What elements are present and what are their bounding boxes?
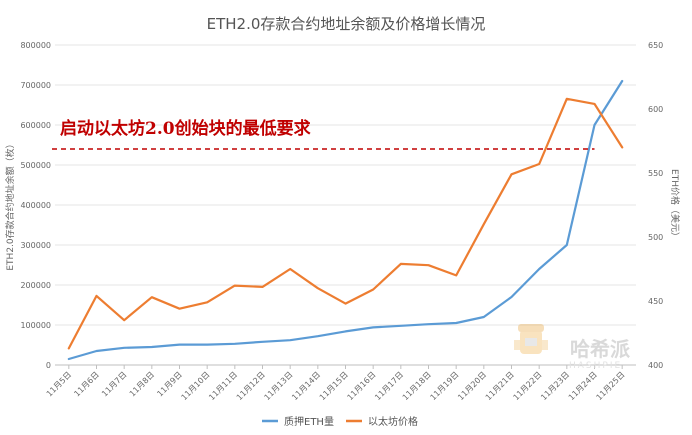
y-right-tick-label: 500 bbox=[648, 233, 663, 242]
x-tick-label: 11月25日 bbox=[595, 370, 627, 402]
y-axis-left-label: ETH2.0存款合约地址余额（枚） bbox=[4, 139, 16, 270]
x-tick-label: 11月8日 bbox=[128, 370, 156, 398]
y-right-tick-label: 400 bbox=[648, 361, 663, 370]
x-tick-label: 11月11日 bbox=[207, 370, 239, 402]
annotation-text: 启动以太坊2.0创始块的最低要求 bbox=[60, 118, 311, 139]
y-right-tick-label: 450 bbox=[648, 297, 663, 306]
chart-title: ETH2.0存款合约地址余额及价格增长情况 bbox=[207, 15, 486, 33]
x-axis-ticks: 11月5日 11月6日 11月7日 11月8日 11月9日11月10日11月11日11月… bbox=[45, 365, 627, 402]
watermark-subtext: HASHPIE bbox=[569, 361, 622, 371]
watermark-mascot-icon bbox=[514, 324, 548, 354]
x-tick-label: 11月5日 bbox=[45, 370, 73, 398]
x-tick-label: 11月16日 bbox=[346, 370, 378, 402]
x-tick-label: 11月12日 bbox=[235, 370, 267, 402]
gridlines bbox=[55, 44, 636, 366]
x-tick-label: 11月21日 bbox=[484, 370, 516, 402]
x-tick-label: 11月23日 bbox=[539, 370, 571, 402]
legend-label-series-1: 质押ETH量 bbox=[284, 415, 334, 428]
y-right-tick-label: 650 bbox=[648, 41, 663, 50]
y-right-tick-label: 550 bbox=[648, 169, 663, 178]
x-tick-label: 11月15日 bbox=[318, 370, 350, 402]
watermark-text: 哈希派 bbox=[570, 337, 631, 361]
x-tick-label: 11月20日 bbox=[456, 370, 488, 402]
x-tick-label: 11月24日 bbox=[567, 370, 599, 402]
y-axis-right-label: ETH价格（美元） bbox=[669, 169, 681, 241]
y-left-tick-label: 0 bbox=[46, 361, 51, 370]
y-axis-right-ticks: 400 450 500 550 600 650 bbox=[648, 41, 663, 370]
x-tick-label: 11月19日 bbox=[429, 370, 461, 402]
y-left-tick-label: 300000 bbox=[20, 241, 51, 250]
y-left-tick-label: 400000 bbox=[20, 201, 51, 210]
y-left-tick-label: 700000 bbox=[20, 81, 51, 90]
y-left-tick-label: 500000 bbox=[20, 161, 51, 170]
x-tick-label: 11月14日 bbox=[290, 370, 322, 402]
series-line-2 bbox=[67, 97, 624, 350]
y-left-tick-label: 800000 bbox=[20, 41, 51, 50]
legend-label-series-2: 以太坊价格 bbox=[368, 415, 418, 428]
y-axis-left-ticks: 0 100000 200000 300000 400000 500000 600000 700… bbox=[20, 41, 51, 370]
x-tick-label: 11月22日 bbox=[512, 370, 544, 402]
series-line-1 bbox=[67, 79, 624, 361]
x-tick-label: 11月6日 bbox=[72, 370, 100, 398]
watermark: 哈希派 HASHPIE bbox=[514, 324, 631, 371]
y-left-tick-label: 100000 bbox=[20, 321, 51, 330]
series-lines bbox=[67, 79, 624, 361]
x-tick-label: 11月18日 bbox=[401, 370, 433, 402]
x-tick-label: 11月10日 bbox=[180, 370, 212, 402]
legend: 质押ETH量 以太坊价格 bbox=[262, 415, 418, 428]
x-tick-label: 11月7日 bbox=[100, 370, 128, 398]
y-left-tick-label: 200000 bbox=[20, 281, 51, 290]
y-right-tick-label: 600 bbox=[648, 105, 663, 114]
y-left-tick-label: 600000 bbox=[20, 121, 51, 130]
x-tick-label: 11月17日 bbox=[373, 370, 405, 402]
x-tick-label: 11月13日 bbox=[263, 370, 295, 402]
